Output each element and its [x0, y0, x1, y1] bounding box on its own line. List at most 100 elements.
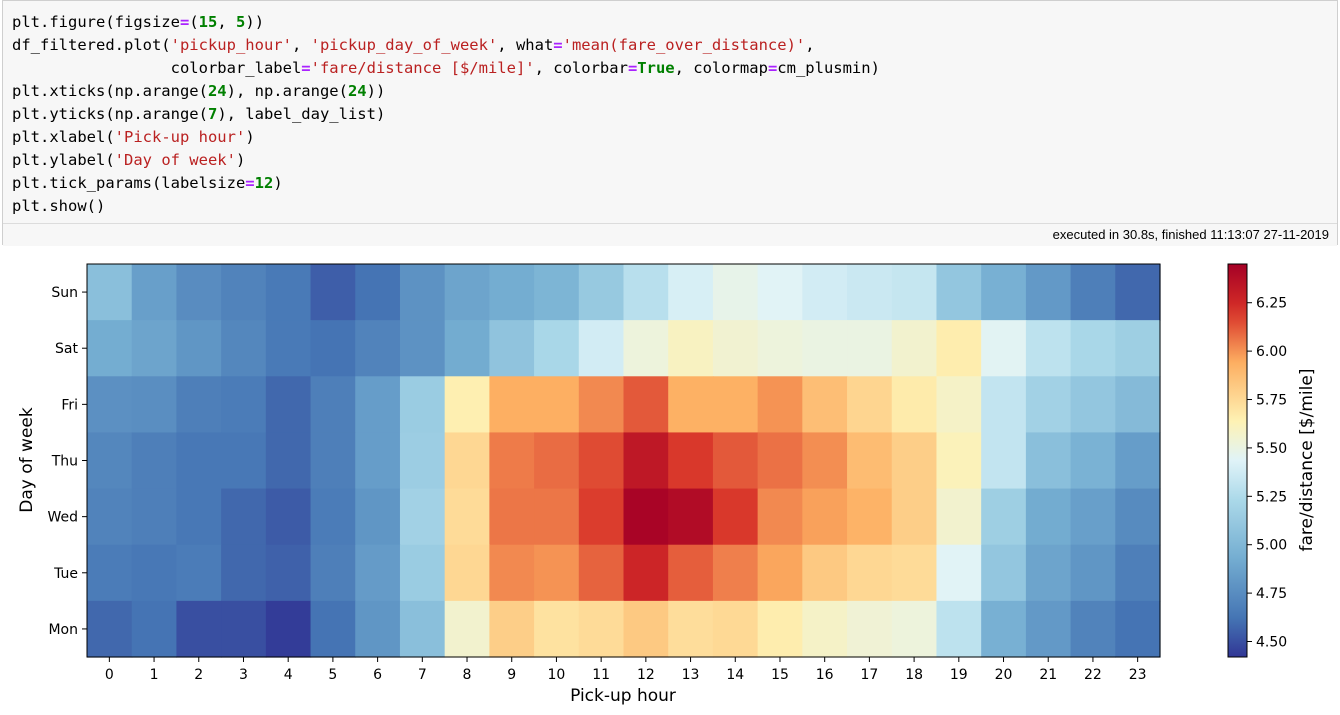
heatmap-cell [578, 544, 625, 602]
colorbar-ticks: 4.50 4.75 5.00 5.25 5.50 5.75 6.00 6.25 [1247, 296, 1287, 651]
heatmap-cell [444, 600, 490, 658]
code-token: )) [245, 13, 265, 31]
heatmap-cell [802, 432, 848, 490]
heatmap-cell [131, 376, 178, 434]
x-tick-label: 21 [1039, 667, 1057, 683]
code-token: ) [273, 174, 283, 192]
colorbar-tick-label: 4.75 [1256, 586, 1287, 602]
heatmap-cell [668, 432, 714, 490]
heatmap-cell [355, 600, 401, 658]
heatmap-cell [757, 376, 803, 434]
heatmap-cell [668, 264, 714, 321]
heatmap-cell [534, 432, 580, 490]
x-tick-label: 12 [637, 667, 655, 683]
heatmap-cell [355, 320, 401, 377]
heatmap-cell [712, 488, 759, 546]
x-tick-label: 9 [507, 667, 516, 683]
heatmap-cell [265, 544, 312, 602]
heatmap-cell [399, 264, 446, 321]
code-line: plt.yticks(np.arange(7), label_day_list) [12, 103, 880, 126]
heatmap-cell [87, 264, 133, 321]
code-token: plt.ylabel( [12, 151, 115, 169]
heatmap-cell [265, 320, 312, 377]
code-token: = [553, 36, 563, 54]
heatmap-cell [310, 376, 356, 434]
heatmap-cell [712, 376, 759, 434]
heatmap-cell [623, 488, 669, 546]
heatmap-cell [265, 600, 312, 658]
x-tick-label: 2 [194, 667, 203, 683]
heatmap-cell [981, 600, 1027, 658]
x-tick-label: 15 [771, 667, 789, 683]
code-token: , [805, 36, 815, 54]
heatmap-cell [444, 488, 490, 546]
heatmap-cell [399, 320, 446, 377]
x-axis-label: Pick-up hour [570, 686, 676, 706]
heatmap-cell [444, 320, 490, 377]
x-tick-label: 4 [284, 667, 293, 683]
y-tick-label: Fri [61, 397, 78, 413]
code-token: 'pickup_day_of_week' [310, 36, 498, 54]
code-token: ) [235, 151, 246, 169]
heatmap-cell [936, 320, 982, 377]
heatmap-cell [221, 544, 267, 602]
x-tick-label: 0 [105, 667, 114, 683]
heatmap-cell [802, 600, 848, 658]
x-tick-label: 7 [418, 667, 427, 683]
x-tick-label: 18 [905, 667, 923, 683]
heatmap-cell [891, 432, 938, 490]
heatmap-cell [936, 600, 982, 658]
heatmap-cell [847, 432, 893, 490]
heatmap-cell [444, 376, 490, 434]
heatmap-cell [534, 544, 580, 602]
heatmap-cell [310, 432, 356, 490]
code-token: plt.show() [12, 197, 106, 215]
code-line: plt.xlabel('Pick-up hour') [12, 126, 880, 149]
colorbar-tick-label: 6.00 [1256, 344, 1287, 360]
heatmap-cell [221, 488, 267, 546]
y-tick-label: Thu [51, 454, 78, 470]
heatmap-cell [891, 600, 938, 658]
heatmap-cell [489, 488, 535, 546]
heatmap-cell [131, 600, 178, 658]
code-editor[interactable]: plt.figure(figsize=(15, 5)) df_filtered.p… [12, 11, 880, 218]
heatmap-cell [221, 600, 267, 658]
heatmap-cell [221, 320, 267, 377]
code-line: plt.show() [12, 195, 880, 218]
code-token: 24 [207, 82, 227, 100]
x-tick-label: 19 [950, 667, 968, 683]
heatmap-cell [399, 376, 446, 434]
code-cell-input[interactable]: plt.figure(figsize=(15, 5)) df_filtered.p… [2, 0, 1338, 246]
code-token: 5 [236, 13, 246, 31]
heatmap-cell [712, 544, 759, 602]
heatmap-cell [802, 488, 848, 546]
y-tick-label: Sat [55, 341, 78, 357]
heatmap-cell [1115, 376, 1161, 434]
heatmap-cell [489, 264, 535, 321]
heatmap-cell [176, 544, 222, 602]
code-token: 7 [207, 105, 218, 123]
colorbar-tick-label: 5.25 [1256, 489, 1287, 505]
heatmap-cell [757, 264, 803, 321]
heatmap-cell [131, 488, 178, 546]
code-token: 15 [198, 13, 218, 31]
heatmap-cell [355, 264, 401, 321]
code-token: plt.tick_params(labelsize [12, 174, 246, 192]
heatmap-cell [444, 264, 490, 321]
code-token: ( [189, 13, 199, 31]
heatmap-cell [1025, 264, 1072, 321]
heatmap-cells [87, 264, 1161, 658]
heatmap-cell [847, 320, 893, 377]
code-token: cm_plusmin) [777, 59, 880, 77]
heatmap-cell [891, 376, 938, 434]
code-token: = [301, 59, 311, 77]
heatmap-cell [712, 600, 759, 658]
heatmap-cell [578, 320, 625, 377]
heatmap-cell [668, 320, 714, 377]
x-tick-label: 16 [816, 667, 834, 683]
heatmap-cell [87, 488, 133, 546]
x-tick-label: 8 [463, 667, 472, 683]
heatmap-cell [936, 432, 982, 490]
x-tick-label: 3 [239, 667, 248, 683]
heatmap-cell [399, 432, 446, 490]
